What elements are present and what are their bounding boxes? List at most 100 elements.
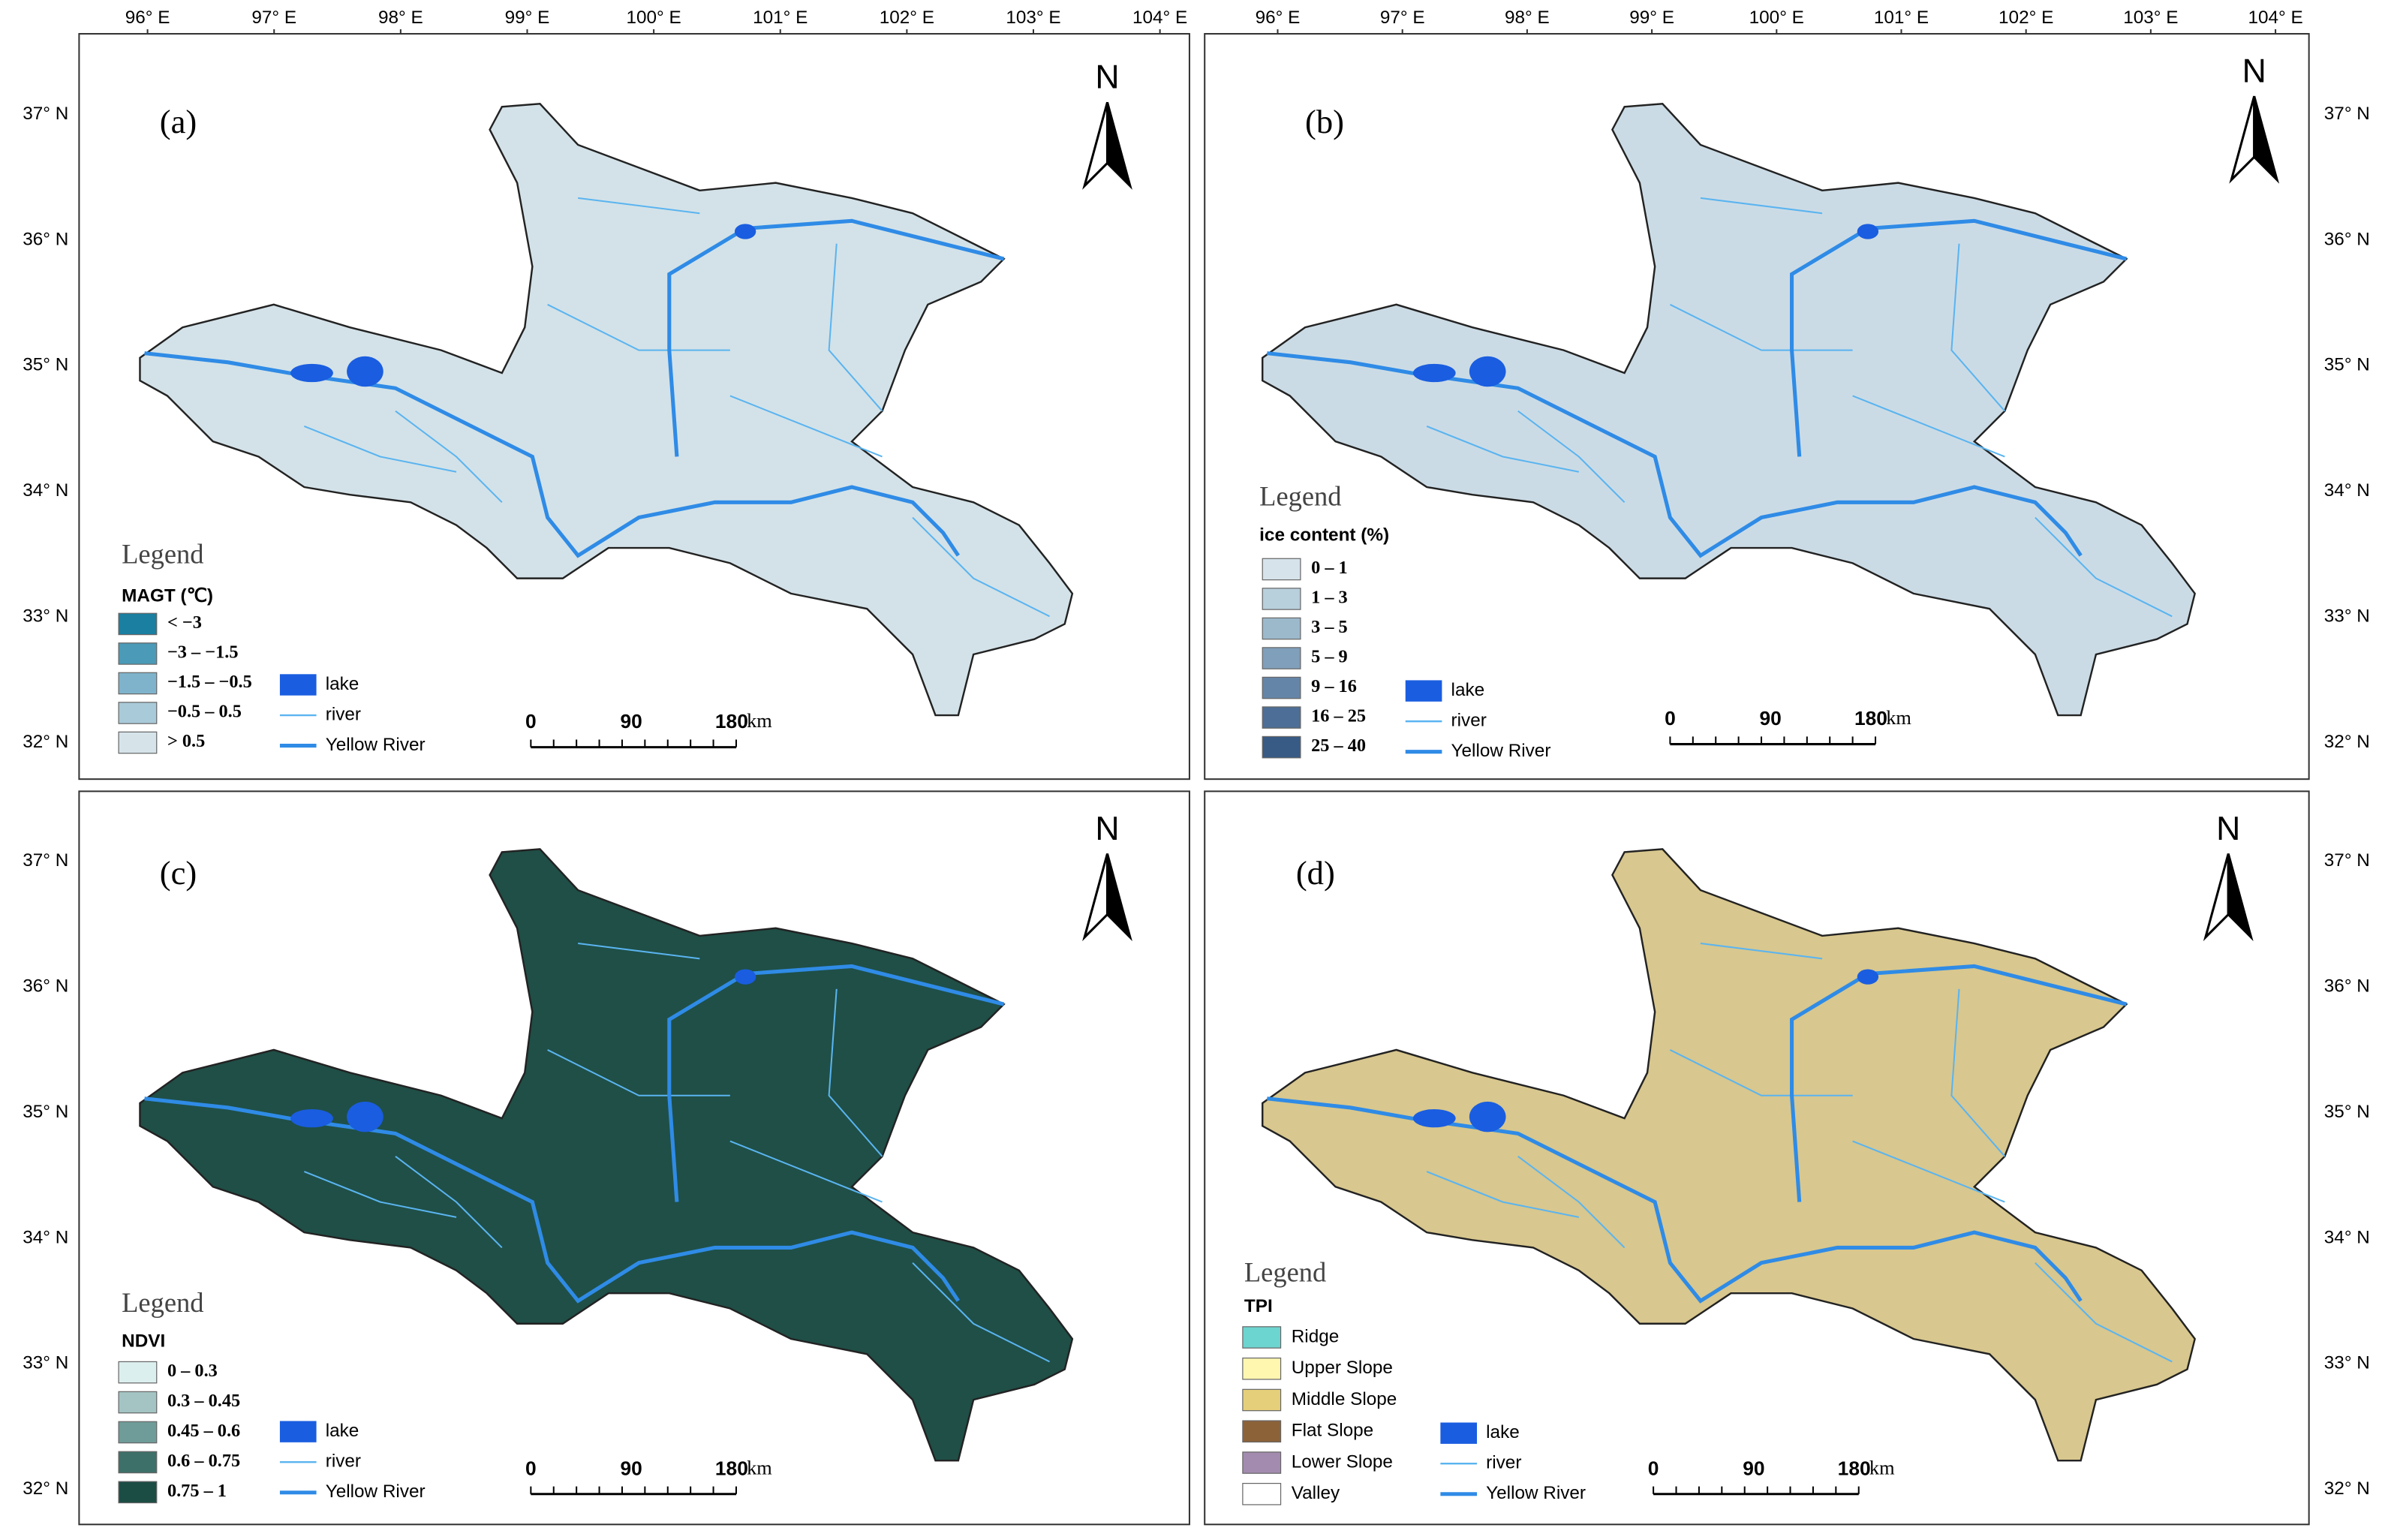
river [828,988,883,1157]
river [1517,1155,1626,1249]
legend-variable: NDVI [122,1331,165,1351]
legend-class: Flat Slope [1292,1421,1373,1441]
lake [1857,969,1879,985]
north-arrow [1105,853,1132,942]
longitude-label: 102° E [1999,8,2053,28]
scale-tick: 90 [620,710,642,732]
scale-tick: 90 [1743,1457,1764,1479]
scale-tick: 90 [620,1457,642,1479]
north-arrow [1105,101,1132,190]
panel-label: (a) [160,103,197,140]
river [578,943,700,960]
river [2035,516,2173,618]
river [1700,197,1823,215]
legend-swatch [1262,558,1301,581]
legend-swatch [118,1391,158,1414]
north-arrow [2253,95,2280,184]
longitude-label: 100° E [1749,8,1804,28]
latitude-label: 37° N [2324,104,2370,124]
lake [347,1101,383,1132]
legend-class: 0.3 – 0.45 [167,1391,240,1411]
lake [1469,356,1506,387]
latitude-label: 32° N [2324,1478,2370,1499]
lake [1412,363,1456,383]
legend-class: Ridge [1292,1326,1340,1346]
legend-variable: MAGT (℃) [122,585,213,606]
lake [290,363,333,383]
latitude-label: 34° N [23,1227,68,1247]
lake [347,356,383,387]
lake-swatch [279,1421,317,1442]
longitude-label: 96° E [1256,8,1301,28]
lake-label: lake [1451,680,1485,700]
panel-frame [78,33,1190,781]
latitude-label: 34° N [2324,480,2370,501]
scale-tick: 90 [1760,707,1782,729]
basin [1262,848,2196,1462]
longitude-label: 102° E [880,8,934,28]
river [547,1049,730,1096]
legend-swatch [1262,676,1301,699]
legend-class: 0.45 – 0.6 [167,1421,240,1441]
longitude-label: 100° E [626,8,681,28]
scale-tick: 180 [1838,1457,1871,1479]
yellow-river-label: Yellow River [326,1481,426,1502]
longitude-label: 99° E [1629,8,1674,28]
scale-tick: 0 [1648,1457,1659,1479]
lake [734,224,756,239]
legend-class: −1.5 – −0.5 [167,672,252,692]
latitude-label: 36° N [23,229,68,249]
panel-frame [1204,33,2310,781]
river-label: river [326,704,361,724]
legend-swatch [118,612,158,636]
legend-swatch [1262,647,1301,669]
legend-class: 0 – 1 [1311,558,1348,578]
basin [139,103,1074,717]
river [1950,243,2006,412]
river-label: river [1451,711,1487,731]
river [828,243,883,412]
lake-label: lake [1486,1422,1520,1442]
lake [1469,1101,1506,1132]
river [1669,303,1853,351]
legend-class: 0.6 – 0.75 [167,1451,240,1471]
scale-tick: 0 [525,1457,537,1479]
legend-swatch [1242,1482,1282,1505]
longitude-label: 96° E [125,8,170,28]
legend-class: 9 – 16 [1311,676,1357,696]
legend-class: 1 – 3 [1311,588,1348,608]
legend-swatch [118,1421,158,1444]
river [578,197,700,215]
river-label: river [1486,1453,1521,1473]
panel-frame [1204,790,2310,1526]
latitude-label: 33° N [2324,606,2370,627]
legend-swatch [118,642,158,665]
latitude-label: 33° N [2324,1353,2370,1373]
latitude-label: 35° N [2324,1102,2370,1122]
legend-class: 25 – 40 [1311,735,1366,756]
legend-class: > 0.5 [167,731,205,751]
scale-tick: 180 [715,710,748,732]
river [395,410,503,504]
river [547,303,730,351]
river [1517,410,1626,504]
scale-tick: 180 [1854,707,1887,729]
north-arrow [2227,853,2254,942]
river [1669,1049,1853,1096]
river [303,1171,457,1218]
latitude-label: 35° N [23,1102,68,1122]
north-label: N [2216,811,2240,847]
longitude-label: 103° E [2123,8,2178,28]
river [1852,1140,2005,1203]
scale-unit: km [1869,1457,1895,1478]
north-arrow [1082,853,1109,942]
river [729,395,883,458]
legend-swatch [118,731,158,754]
legend-swatch [1262,588,1301,610]
latitude-label: 36° N [2324,229,2370,249]
longitude-label: 99° E [505,8,550,28]
legend-class: 0.75 – 1 [167,1481,227,1501]
basin [139,848,1074,1462]
legend-variable: TPI [1244,1296,1273,1316]
